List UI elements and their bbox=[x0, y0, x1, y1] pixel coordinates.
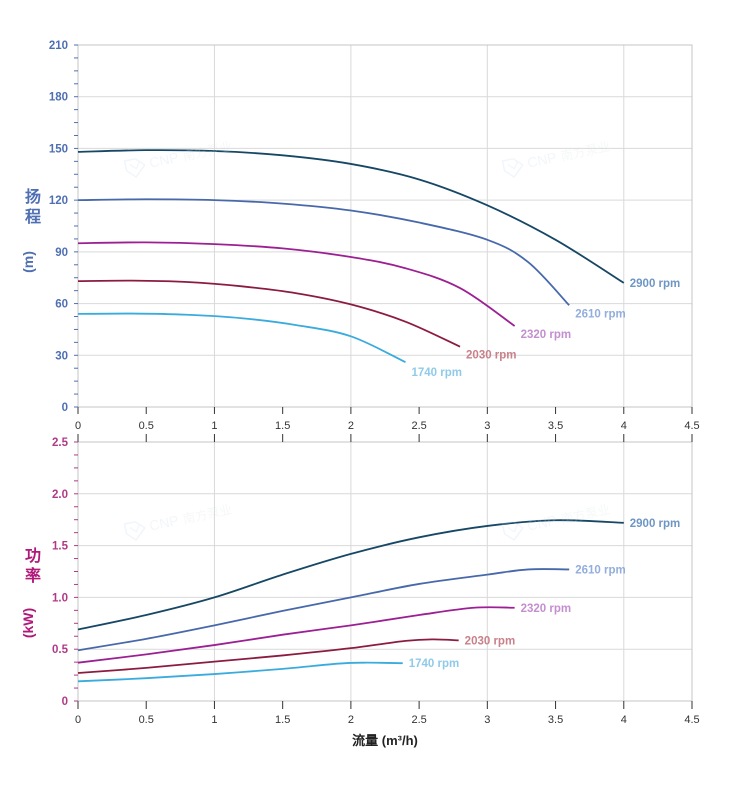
svg-text:60: 60 bbox=[55, 299, 68, 311]
svg-text:2320 rpm: 2320 rpm bbox=[521, 603, 572, 615]
svg-text:1.5: 1.5 bbox=[52, 541, 69, 553]
svg-text:2320 rpm: 2320 rpm bbox=[521, 329, 572, 341]
svg-text:0.5: 0.5 bbox=[52, 644, 69, 656]
svg-text:1.5: 1.5 bbox=[275, 420, 290, 432]
svg-text:3: 3 bbox=[484, 420, 490, 432]
svg-text:3.5: 3.5 bbox=[548, 420, 563, 432]
svg-text:0.5: 0.5 bbox=[139, 714, 154, 726]
svg-text:功: 功 bbox=[25, 547, 41, 565]
svg-text:4: 4 bbox=[621, 714, 627, 726]
svg-text:0: 0 bbox=[75, 420, 81, 432]
svg-text:210: 210 bbox=[49, 40, 68, 52]
svg-text:程: 程 bbox=[25, 208, 41, 226]
svg-text:3: 3 bbox=[484, 714, 490, 726]
svg-text:2610 rpm: 2610 rpm bbox=[575, 564, 626, 576]
svg-text:流量 (m³/h): 流量 (m³/h) bbox=[352, 733, 418, 748]
svg-text:1.0: 1.0 bbox=[52, 592, 68, 604]
svg-text:2: 2 bbox=[348, 420, 354, 432]
svg-text:0.5: 0.5 bbox=[139, 420, 154, 432]
svg-text:2030 rpm: 2030 rpm bbox=[465, 635, 516, 647]
svg-text:2030 rpm: 2030 rpm bbox=[466, 350, 517, 362]
svg-text:率: 率 bbox=[25, 566, 41, 585]
svg-text:3.5: 3.5 bbox=[548, 714, 563, 726]
svg-text:180: 180 bbox=[49, 92, 68, 104]
svg-text:2.5: 2.5 bbox=[411, 714, 426, 726]
svg-text:30: 30 bbox=[55, 350, 68, 362]
svg-text:1: 1 bbox=[211, 420, 217, 432]
svg-text:2.5: 2.5 bbox=[52, 437, 69, 449]
svg-text:0: 0 bbox=[62, 696, 68, 708]
svg-text:4.5: 4.5 bbox=[684, 420, 699, 432]
svg-text:(m): (m) bbox=[20, 251, 36, 273]
svg-text:90: 90 bbox=[55, 247, 68, 259]
svg-text:1.5: 1.5 bbox=[275, 714, 290, 726]
svg-text:2610 rpm: 2610 rpm bbox=[575, 308, 626, 320]
svg-text:4: 4 bbox=[621, 420, 627, 432]
svg-text:0: 0 bbox=[62, 402, 68, 414]
svg-text:2.0: 2.0 bbox=[52, 489, 68, 501]
svg-text:1740 rpm: 1740 rpm bbox=[409, 658, 460, 670]
svg-text:(kW): (kW) bbox=[20, 608, 36, 638]
svg-text:150: 150 bbox=[49, 143, 68, 155]
svg-text:4.5: 4.5 bbox=[684, 714, 699, 726]
svg-text:扬: 扬 bbox=[25, 187, 41, 206]
svg-text:120: 120 bbox=[49, 195, 68, 207]
svg-text:1740 rpm: 1740 rpm bbox=[411, 367, 462, 379]
svg-text:2900 rpm: 2900 rpm bbox=[630, 278, 681, 290]
svg-text:2: 2 bbox=[348, 714, 354, 726]
svg-text:2.5: 2.5 bbox=[411, 420, 426, 432]
svg-text:0: 0 bbox=[75, 714, 81, 726]
svg-text:2900 rpm: 2900 rpm bbox=[630, 518, 681, 530]
svg-text:1: 1 bbox=[211, 714, 217, 726]
